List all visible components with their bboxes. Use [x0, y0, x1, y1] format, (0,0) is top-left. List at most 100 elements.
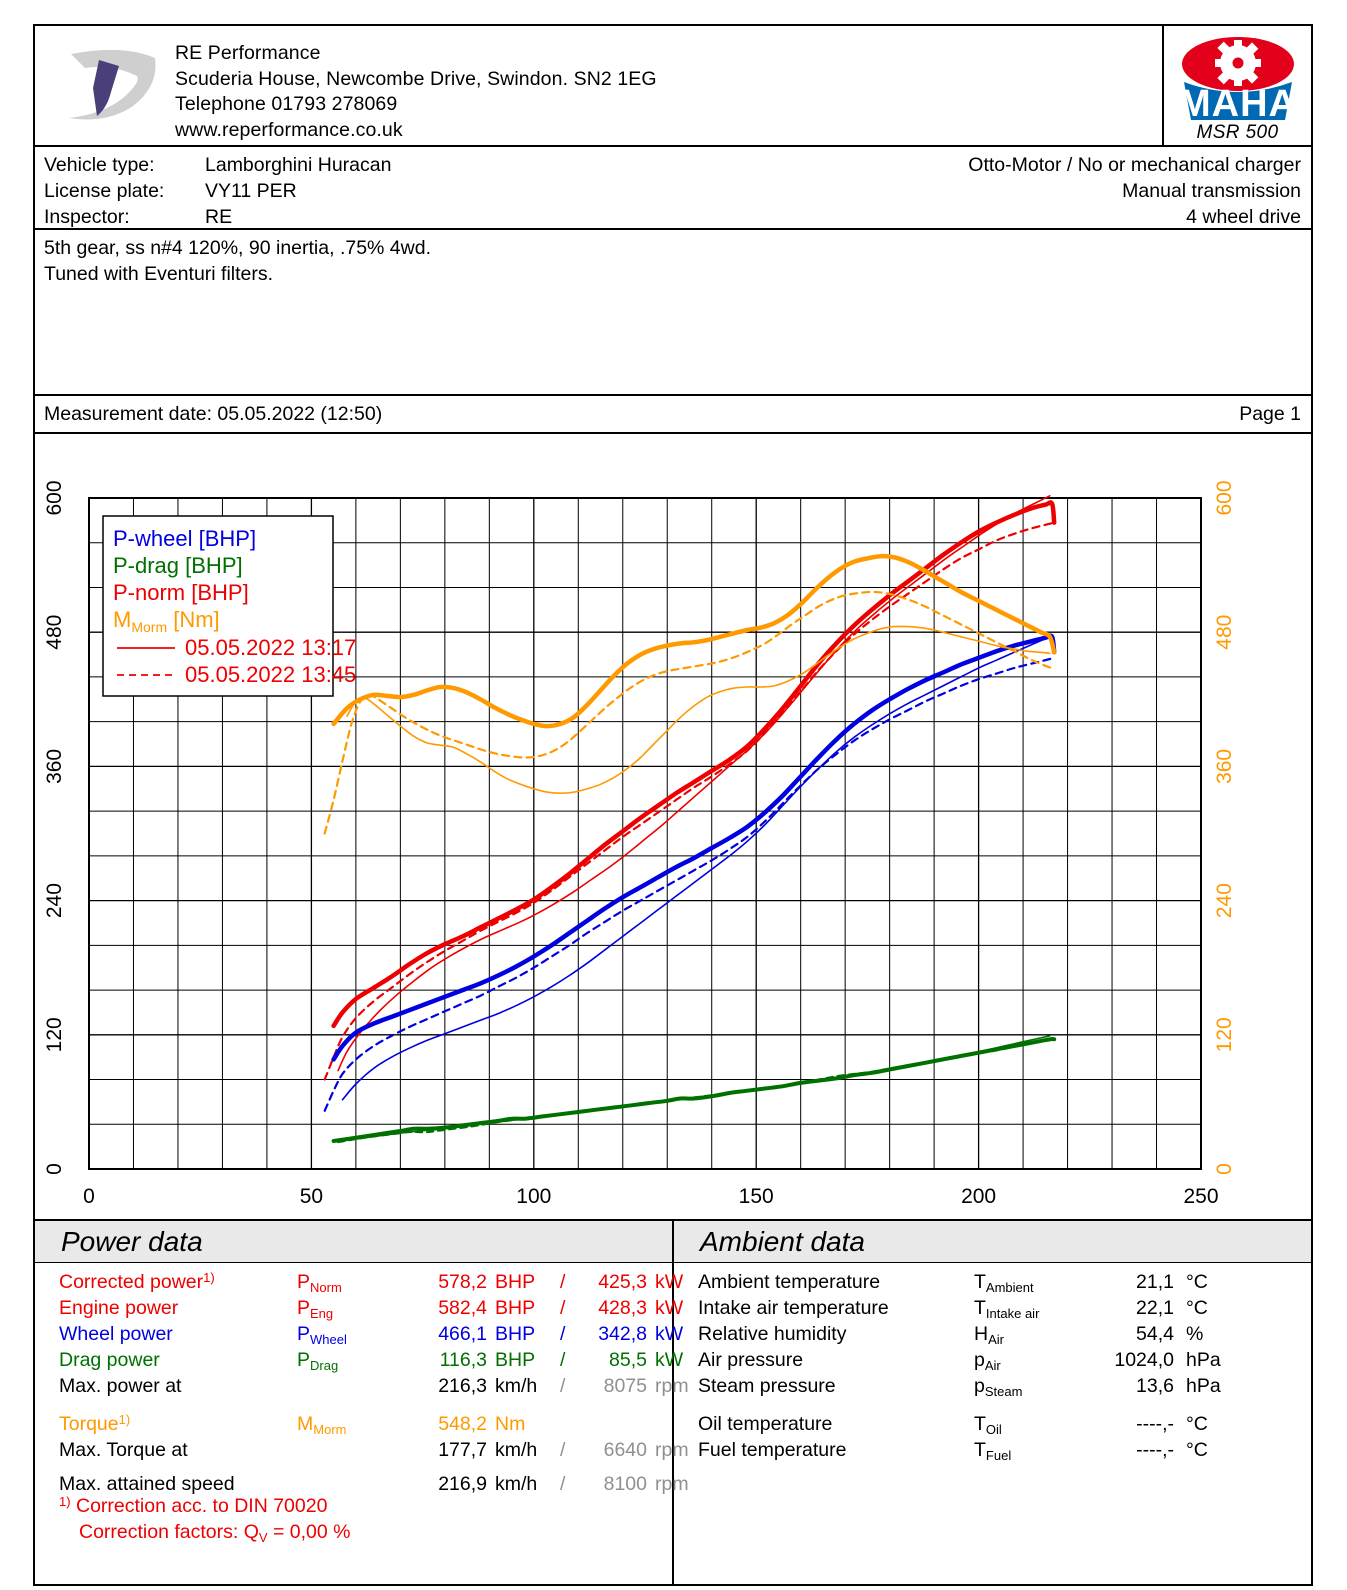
ambient-row-value: 21,1 [1136, 1271, 1174, 1293]
footnote-2-post: = 0,00 % [267, 1521, 351, 1543]
power-row-separator: / [560, 1323, 566, 1345]
power-row-value-2: 8075 [603, 1375, 647, 1397]
power-row-separator: / [560, 1271, 566, 1293]
ambient-row-value: ----,- [1136, 1439, 1174, 1461]
ambient-row-label: Air pressure [698, 1349, 804, 1371]
y-left-tick-0: 0 [43, 1163, 66, 1175]
ambient-row-label: Ambient temperature [698, 1271, 881, 1293]
power-row-symbol: PNorm [297, 1271, 342, 1295]
ambient-row-unit: °C [1186, 1413, 1208, 1435]
ambient-row-value: 13,6 [1136, 1375, 1174, 1397]
ambient-row-symbol: TAmbient [974, 1271, 1034, 1295]
license-plate-value: VY11 PER [205, 180, 297, 202]
ambient-row-value: 1024,0 [1114, 1349, 1174, 1371]
y-left-tick-240: 240 [43, 883, 66, 918]
transmission-type: Manual transmission [1122, 180, 1301, 202]
inspector-label: Inspector: [44, 206, 130, 228]
power-row-value-1: 582,4 [438, 1297, 487, 1319]
power-row-value-1: 466,1 [438, 1323, 487, 1345]
y-left-tick-360: 360 [43, 749, 66, 784]
power-row-label: Drag power [59, 1349, 160, 1371]
ambient-row-value: 22,1 [1136, 1297, 1174, 1319]
power-data-panel: Power data Corrected power1) PNorm 578,2 BH… [35, 1221, 689, 1584]
x-tick-250: 250 [1183, 1185, 1218, 1208]
power-row-label: Engine power [59, 1297, 179, 1319]
ambient-row-unit: hPa [1186, 1375, 1221, 1397]
power-row-symbol: PWheel [297, 1323, 347, 1347]
series-m-morm-run2-dashed [323, 590, 1056, 835]
power-row-label: Max. power at [59, 1375, 182, 1397]
note-line-1: 5th gear, ss n#4 120%, 90 inertia, .75% … [44, 237, 432, 259]
power-row-unit-2: rpm [655, 1375, 689, 1397]
y-right-tick-120: 120 [1213, 1017, 1236, 1052]
power-row-value-1: 216,3 [438, 1375, 487, 1397]
y-left-tick-480: 480 [43, 615, 66, 650]
ambient-row-unit: °C [1186, 1439, 1208, 1461]
x-tick-200: 200 [961, 1185, 996, 1208]
series-p-wheel-run1-thick [331, 633, 1057, 1062]
ambient-row-symbol: TFuel [974, 1439, 1012, 1463]
series-p-norm-run3-thin [337, 495, 1051, 1072]
ambient-row-symbol: TIntake air [974, 1297, 1040, 1321]
x-tick-100: 100 [516, 1185, 551, 1208]
ambient-row-symbol: HAir [974, 1323, 1004, 1347]
company-address-block: RE Performance Scuderia House, Newcombe … [175, 41, 657, 143]
ambient-row-unit: hPa [1186, 1349, 1221, 1371]
y-left-tick-120: 120 [43, 1017, 66, 1052]
ambient-row-label: Oil temperature [698, 1413, 833, 1435]
note-line-2: Tuned with Eventuri filters. [44, 263, 274, 285]
legend-item-0: P-wheel [BHP] [113, 526, 256, 551]
ambient-data-title-text: Ambient data [700, 1226, 865, 1257]
y-left-tick-600: 600 [43, 480, 66, 515]
power-row-label: Wheel power [59, 1323, 173, 1345]
series-m-morm-run3-thin [346, 625, 1051, 794]
report-frame: RE Performance Scuderia House, Newcombe … [33, 24, 1313, 1586]
y-right-tick-0: 0 [1213, 1163, 1236, 1175]
company-street: Scuderia House, Newcombe Drive, Swindon.… [175, 67, 657, 90]
device-model: MSR 500 [1196, 122, 1279, 143]
power-row-value-2: 428,3 [598, 1297, 647, 1319]
power-row-symbol: PEng [297, 1297, 334, 1321]
legend-run-label-1: 05.05.2022 13:45 [185, 662, 356, 687]
power-row-unit-1: BHP [495, 1271, 536, 1293]
company-logo-cell [35, 26, 173, 145]
legend-sub: Morm [131, 619, 167, 635]
legend-item-3: MMorm [Nm] [113, 607, 220, 635]
company-website: www.reperformance.co.uk [175, 118, 403, 141]
data-panels: Power data Corrected power1) PNorm 578,2 BH… [35, 1221, 1311, 1584]
vehicle-info-block: Vehicle type: Lamborghini Huracan Licens… [35, 147, 1311, 230]
power-row-value-1: 578,2 [438, 1271, 487, 1293]
inspector-value: RE [205, 206, 233, 228]
y-right-tick-240: 240 [1213, 883, 1236, 918]
dyno-chart-svg: 0 50 100 150 200 250 0 120 240 360 480 600 0 120 240 36… [43, 480, 1236, 1208]
series-p-wheel-run3-thin [341, 635, 1051, 1101]
vehicle-type-label: Vehicle type: [44, 154, 155, 176]
power-row-value-1: 216,9 [438, 1473, 487, 1495]
report-header: RE Performance Scuderia House, Newcombe … [35, 26, 1311, 147]
power-row-unit-1: BHP [495, 1349, 536, 1371]
power-data-title-text: Power data [61, 1226, 203, 1257]
power-row-label: Corrected power1) [59, 1270, 215, 1293]
engine-kind: Otto-Motor / No or mechanical charger [968, 154, 1301, 176]
vehicle-type-value: Lamborghini Huracan [205, 154, 392, 176]
power-row-symbol: MMorm [297, 1413, 347, 1437]
power-row-value-2: 8100 [603, 1473, 647, 1495]
power-row-label: Torque1) [59, 1412, 131, 1435]
power-row-symbol: PDrag [297, 1349, 339, 1373]
footnote-marker: 1) [59, 1494, 71, 1509]
ambient-row-unit: °C [1186, 1297, 1208, 1319]
notes-block: 5th gear, ss n#4 120%, 90 inertia, .75% … [35, 230, 1311, 396]
chart-axis-labels: 0 50 100 150 200 250 0 120 240 360 480 600 0 120 240 36… [43, 480, 1236, 1208]
maha-logo-cell: MAHA MSR 500 [1162, 26, 1311, 145]
page-number: Page 1 [1239, 403, 1301, 425]
measurement-date: Measurement date: 05.05.2022 (12:50) [44, 403, 383, 425]
drive-type: 4 wheel drive [1186, 206, 1301, 228]
power-row-separator: / [560, 1349, 566, 1371]
power-row-value-1: 116,3 [439, 1349, 487, 1371]
power-row-separator: / [560, 1473, 566, 1495]
legend-tail: [Nm] [167, 607, 220, 632]
power-row-value-1: 548,2 [438, 1413, 487, 1435]
power-row-label: Max. Torque at [59, 1439, 188, 1461]
ambient-row-symbol: pAir [974, 1349, 1001, 1373]
